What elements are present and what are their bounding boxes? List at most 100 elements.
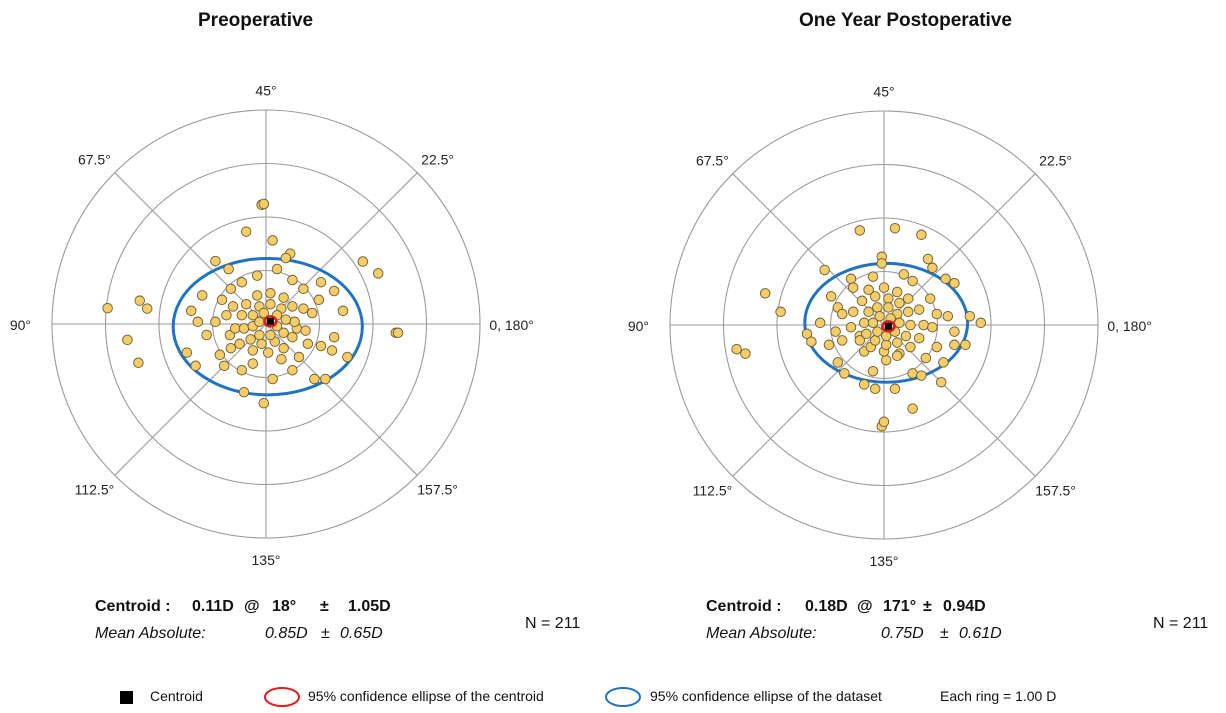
data-point [806, 336, 817, 347]
data-point [258, 307, 270, 319]
data-point [731, 343, 742, 355]
data-point [949, 339, 960, 351]
data-point [236, 309, 248, 321]
data-point [265, 329, 276, 341]
centroid-magnitude: 0.11D [192, 598, 234, 615]
data-point [878, 416, 890, 428]
data-point [847, 306, 859, 318]
data-point [309, 373, 320, 385]
data-point [357, 256, 369, 267]
data-point [234, 338, 245, 350]
angle-label: 22.5° [421, 152, 454, 168]
data-point [907, 275, 918, 287]
legend-ring-note: Each ring = 1.00 D [940, 688, 1057, 704]
data-point [891, 286, 903, 298]
angle-label: 67.5° [696, 153, 729, 169]
data-point [265, 298, 276, 310]
data-point [839, 368, 850, 379]
angle-label: 90° [628, 318, 649, 334]
data-point [902, 293, 914, 304]
data-point [134, 295, 145, 306]
data-point [883, 302, 894, 313]
data-point [289, 316, 300, 328]
data-point [251, 270, 263, 281]
data-point [830, 326, 841, 337]
centroid-confidence-ellipse [263, 315, 278, 328]
data-point [372, 268, 384, 279]
data-point [894, 297, 905, 309]
angle-label: 135° [870, 553, 899, 569]
data-point [874, 310, 885, 322]
centroid-at: @ [857, 598, 873, 615]
data-point [823, 339, 835, 351]
data-point [392, 327, 404, 339]
data-point [907, 368, 918, 379]
data-point [313, 294, 325, 306]
data-point [276, 353, 287, 365]
data-point [102, 302, 113, 314]
legend-centroid-label: Centroid [150, 688, 203, 704]
data-point [236, 364, 248, 376]
data-point [913, 304, 925, 315]
data-point [247, 309, 259, 321]
data-point [927, 321, 938, 333]
data-point [847, 282, 859, 293]
data-point [240, 226, 252, 237]
angle-label: 45° [873, 83, 894, 99]
centroid-sd: 1.05D [348, 598, 391, 615]
data-point [225, 283, 237, 295]
data-point [254, 329, 265, 341]
centroid-ellipse-legend-marker [264, 687, 300, 707]
data-point [832, 357, 844, 368]
data-point [894, 317, 905, 329]
data-point [225, 342, 237, 354]
postoperative-panel: One Year Postoperative 0, 180° 22.5° 45° 67… [613, 0, 1226, 713]
data-point [845, 321, 857, 333]
centroid-at: @ [244, 598, 260, 615]
data-point [867, 271, 879, 282]
mean-absolute-sd: 0.61D [959, 625, 1002, 642]
angle-label: 0, 180° [1107, 318, 1152, 334]
sample-size: N = 211 [1153, 615, 1209, 632]
angle-label: 0, 180° [489, 317, 534, 333]
data-point [905, 319, 916, 331]
legend-markers [120, 687, 641, 707]
data-point [278, 342, 289, 354]
data-point [975, 317, 987, 329]
data-point [278, 292, 289, 303]
data-point [328, 331, 340, 343]
data-point [872, 326, 883, 337]
data-point [927, 262, 938, 274]
mean-absolute-pm: ± [940, 625, 949, 642]
data-point [258, 397, 270, 409]
data-point [287, 364, 298, 376]
data-point [889, 222, 901, 234]
centroid-legend-marker [120, 691, 133, 704]
centroid-confidence-ellipse [881, 320, 896, 333]
data-point [251, 290, 263, 301]
preoperative-panel: Preoperative 0, 180° 22.5° 45° 67.5° 90° 112.… [10, 10, 580, 642]
data-point [326, 345, 338, 356]
data-point [819, 264, 830, 276]
data-point [931, 341, 943, 353]
data-point [920, 352, 932, 364]
data-point [238, 323, 250, 334]
data-point [287, 274, 298, 286]
mean-absolute-pm: ± [321, 625, 330, 642]
data-point [214, 349, 226, 361]
angle-label: 67.5° [78, 152, 111, 168]
data-point [867, 365, 879, 377]
data-point [240, 298, 252, 310]
data-point [856, 295, 868, 307]
centroid-marker [266, 317, 274, 325]
data-point [262, 347, 274, 358]
data-point [935, 376, 947, 388]
centroid-pm: ± [923, 598, 932, 615]
data-point [122, 334, 133, 346]
data-point [942, 310, 954, 322]
data-point [256, 338, 267, 350]
data-point [836, 308, 848, 320]
data-point [924, 293, 936, 304]
data-point [869, 291, 881, 302]
polar-plot: 0, 180° 22.5° 45° 67.5° 90° 112.5° 135° 157.5° [10, 82, 534, 568]
